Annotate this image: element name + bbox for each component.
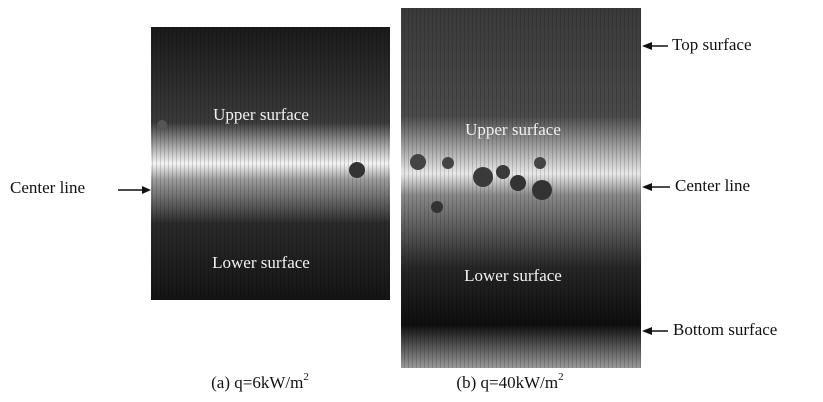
- caption-part: (b) q=40kW/m: [456, 373, 558, 392]
- caption-part: 2: [303, 371, 309, 383]
- arrows: [642, 42, 670, 335]
- photo-b: [401, 8, 641, 368]
- label: Lower surface: [464, 266, 562, 285]
- arrow: [118, 186, 151, 194]
- caption: (b) q=40kW/m2: [456, 371, 563, 392]
- label: Bottom surface: [673, 320, 777, 339]
- caption-part: (a) q=6kW/m: [211, 373, 303, 392]
- label: Center line: [10, 178, 85, 197]
- label: Center line: [675, 176, 750, 195]
- caption: (a) q=6kW/m2: [211, 371, 309, 392]
- label: Upper surface: [213, 105, 309, 124]
- label: Upper surface: [465, 120, 561, 139]
- label: Lower surface: [212, 253, 310, 272]
- caption-part: 2: [558, 371, 564, 383]
- photo-a: [151, 27, 390, 300]
- label: Top surface: [672, 35, 752, 54]
